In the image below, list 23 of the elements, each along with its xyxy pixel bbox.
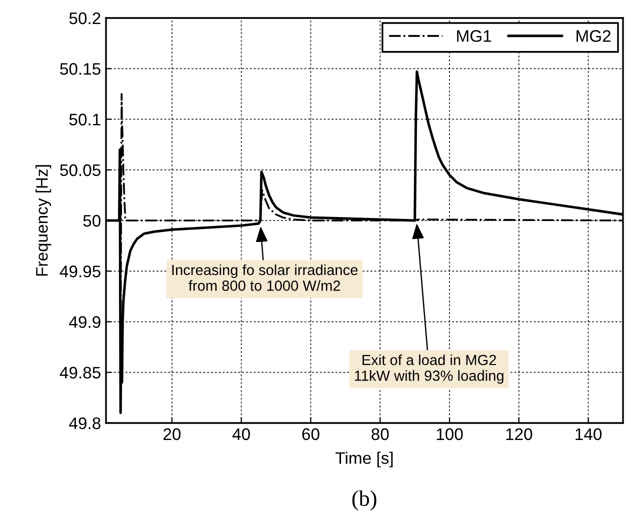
x-tick-label: 40 [232,428,250,440]
y-tick-label: 49.8 [69,417,100,430]
x-axis-title: Time [s] [336,452,393,468]
x-tick-label: 60 [302,428,320,440]
y-tick-label: 49.85 [60,366,100,379]
legend-label: MG1 [457,30,492,42]
y-tick-label: 50.2 [69,12,100,24]
y-tick-label: 50.1 [69,114,100,126]
y-tick-label: 50 [83,214,100,227]
x-tick-label: 140 [576,428,602,440]
y-tick-label: 50.15 [60,63,100,75]
x-tick-label: 20 [163,428,181,440]
x-tick-label: 100 [436,428,463,440]
y-tick-label: 49.9 [69,316,100,328]
y-axis-title: Frequency [Hz] [36,165,52,276]
text: (b) [352,490,376,510]
y-tick-label: 50.05 [60,164,100,176]
annotation: Increasing fo solar irradiance from 800 to 1000 W/m2 [172,264,358,291]
x-tick-label: 80 [372,428,389,440]
x-tick-label: 120 [506,428,532,440]
y-tick-label: 49.95 [60,266,100,278]
annotation: Exit of a load in MG2 11kW with 93% loading [354,354,504,384]
legend-label: MG2 [576,30,610,42]
